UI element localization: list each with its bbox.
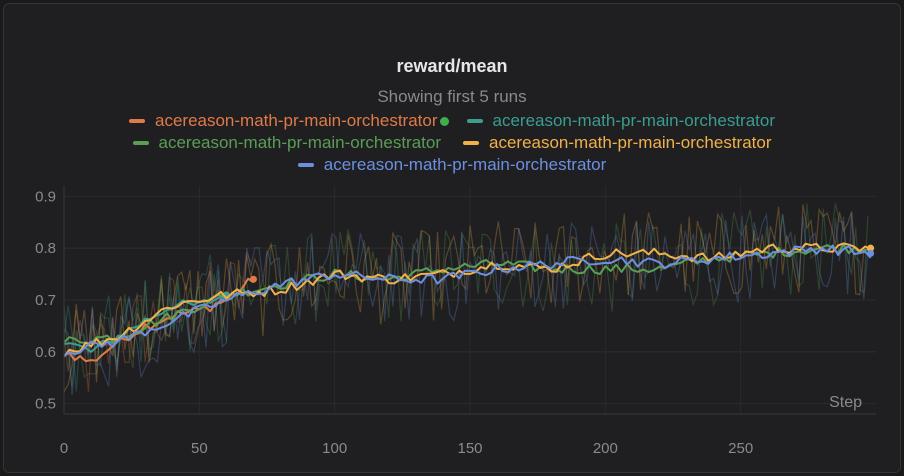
legend-label: acereason-math-pr-main-orchestrator xyxy=(323,155,607,174)
y-tick-label: 0.7 xyxy=(35,292,56,309)
legend-swatch xyxy=(132,141,149,145)
series-end-marker xyxy=(867,249,875,257)
raw-series-line xyxy=(63,204,869,393)
legend-item-run-5[interactable]: acereason-math-pr-main-orchestrator xyxy=(297,155,607,175)
raw-series xyxy=(63,203,869,396)
chart-subtitle: Showing first 5 runs xyxy=(377,87,527,106)
x-tick-label: 100 xyxy=(322,440,347,457)
chart-title: reward/mean xyxy=(396,56,508,76)
legend-item-run-4[interactable]: acereason-math-pr-main-orchestrator xyxy=(463,133,772,153)
legend-row-2: acereason-math-pr-main-orchestrator acer… xyxy=(0,133,904,153)
series-line[interactable] xyxy=(63,244,872,357)
legend-swatch xyxy=(129,119,145,123)
axes xyxy=(63,186,876,415)
legend-label: acereason-math-pr-main-orchestrator xyxy=(492,111,776,130)
series-line[interactable] xyxy=(63,242,871,358)
legend-label: acereason-math-pr-main-orchestrator xyxy=(489,133,772,152)
grid xyxy=(63,186,876,414)
y-tick-label: 0.5 xyxy=(35,396,56,413)
series-lines xyxy=(63,242,875,363)
series-end-marker xyxy=(249,275,257,283)
legend-row-3: acereason-math-pr-main-orchestrator xyxy=(0,155,904,175)
ticks: 0.5 0.6 0.7 0.8 0.9 0 50 100 150 200 250 xyxy=(35,188,753,457)
legend-swatch xyxy=(297,163,314,167)
legend-swatch xyxy=(466,119,483,123)
status-dot-icon xyxy=(439,116,449,126)
series-end-marker xyxy=(867,244,875,252)
x-tick-label: 200 xyxy=(593,440,618,457)
x-tick-label: 150 xyxy=(457,440,482,457)
legend-row-1: acereason-math-pr-main-orchestrator acer… xyxy=(0,111,904,131)
legend-label: acereason-math-pr-main-orchestrator xyxy=(158,133,442,152)
x-axis-label: Step xyxy=(829,394,862,411)
legend-label: acereason-math-pr-main-orchestrator xyxy=(155,111,438,130)
legend-item-run-3[interactable]: acereason-math-pr-main-orchestrator xyxy=(132,133,442,153)
raw-series-line xyxy=(63,211,869,396)
chart-panel xyxy=(3,3,901,473)
x-tick-label: 250 xyxy=(728,440,753,457)
legend-item-run-1[interactable]: acereason-math-pr-main-orchestrator xyxy=(129,111,438,131)
raw-series-line xyxy=(63,203,869,387)
y-tick-label: 0.9 xyxy=(35,188,56,205)
y-tick-label: 0.8 xyxy=(35,240,56,257)
x-tick-label: 50 xyxy=(191,440,208,457)
x-tick-label: 0 xyxy=(60,440,68,457)
y-tick-label: 0.6 xyxy=(35,344,56,361)
legend-swatch xyxy=(463,141,479,145)
legend-item-run-2[interactable]: acereason-math-pr-main-orchestrator xyxy=(439,111,776,131)
raw-series-line xyxy=(63,254,227,392)
